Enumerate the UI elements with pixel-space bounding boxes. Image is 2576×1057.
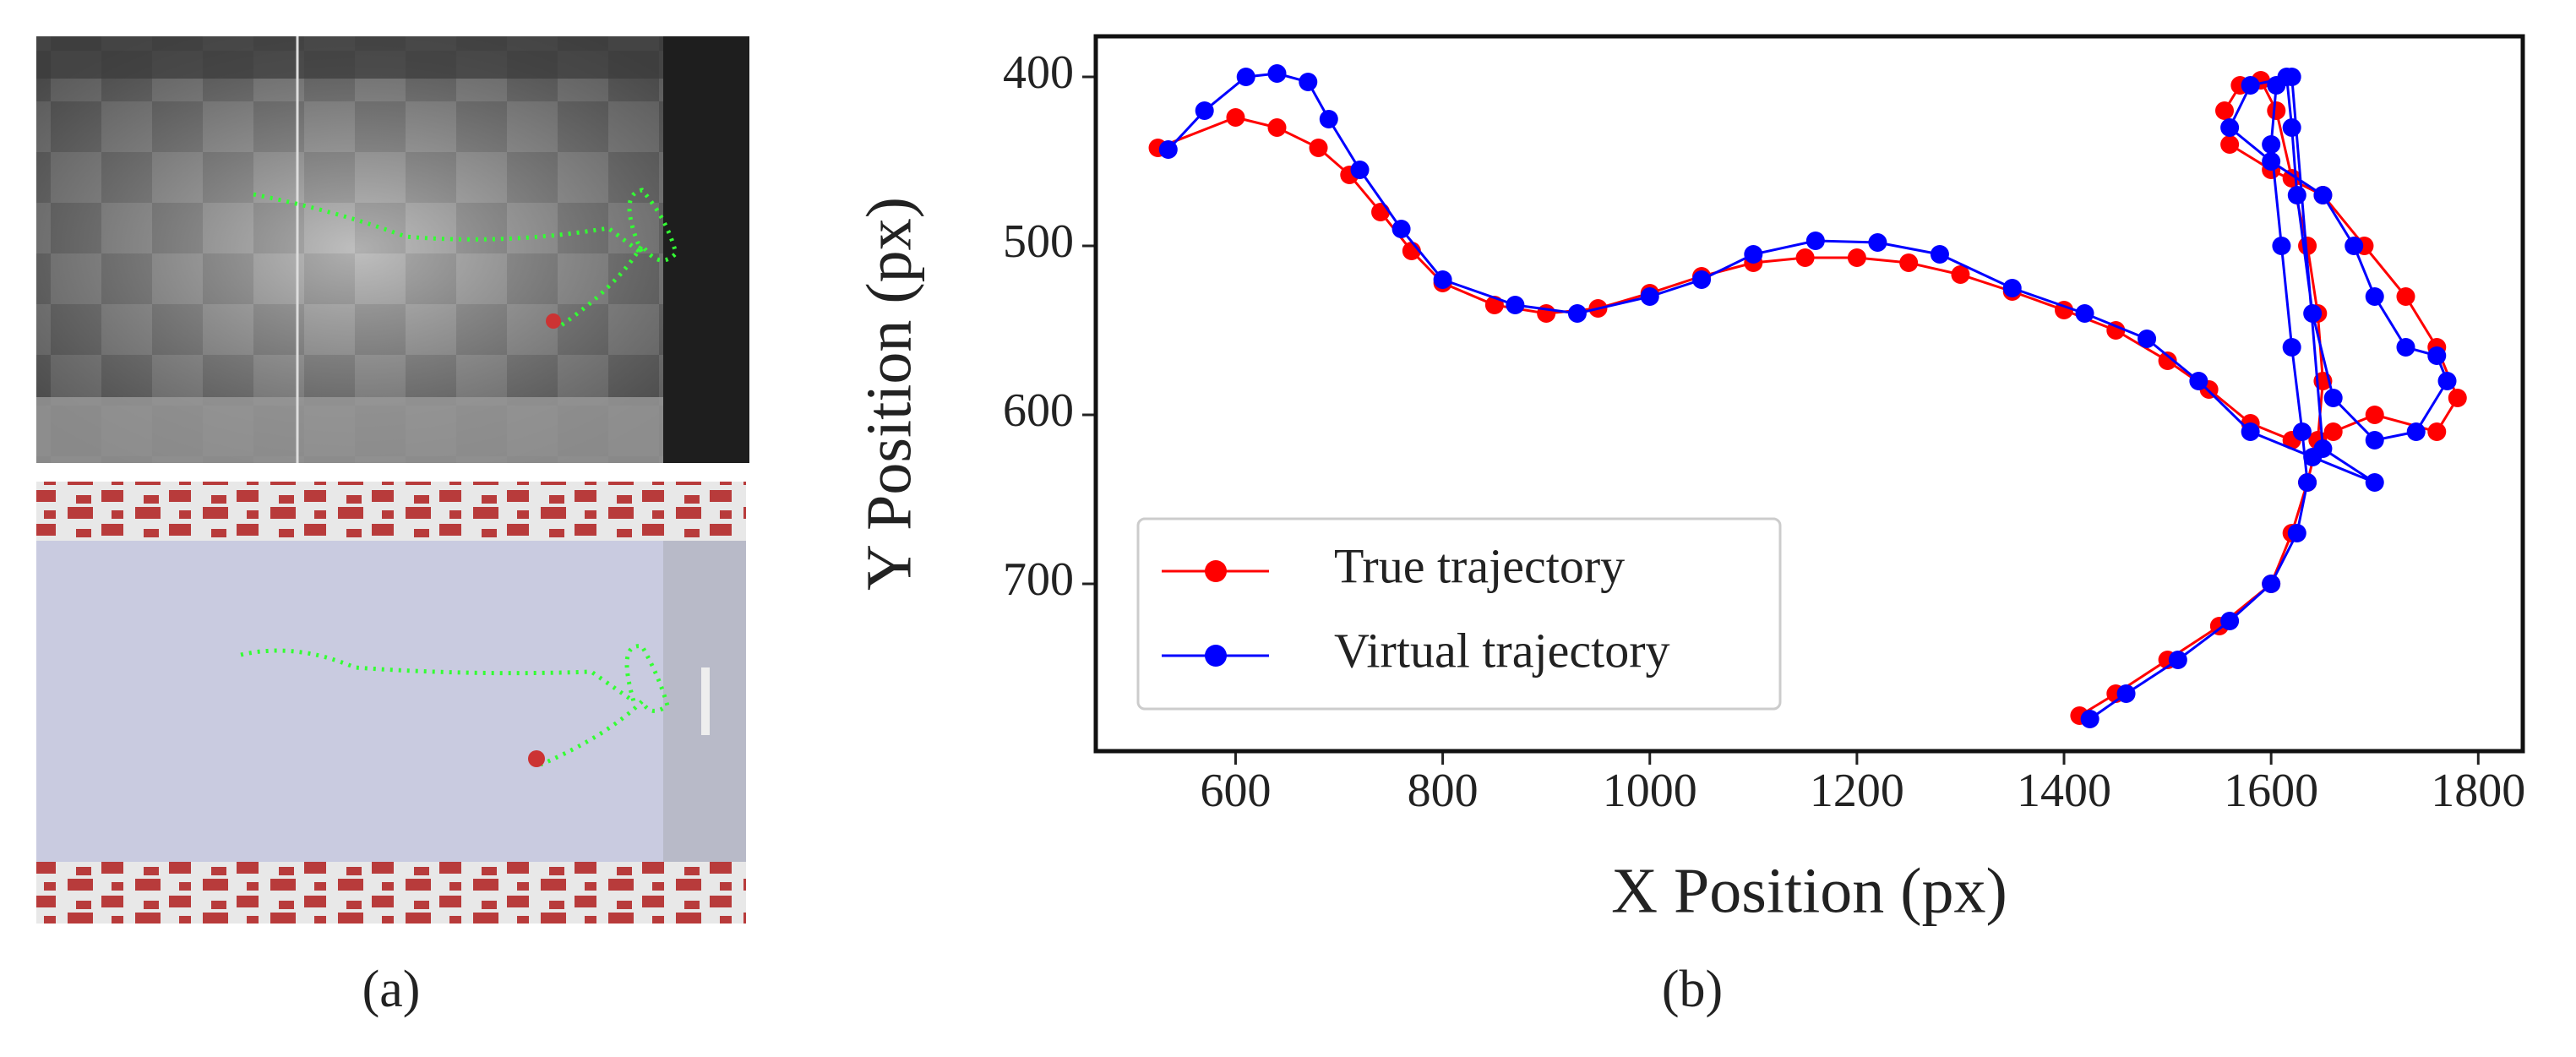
point <box>2220 612 2240 630</box>
y-tick-label: 600 <box>1003 384 1074 437</box>
point <box>2287 186 2306 204</box>
point <box>2075 304 2094 323</box>
point <box>1299 73 1318 91</box>
point <box>2365 473 2384 492</box>
point <box>1267 118 1287 137</box>
caption: (b) <box>1662 961 1723 1018</box>
point <box>2396 287 2415 306</box>
point <box>2262 575 2281 593</box>
point <box>1226 108 1245 127</box>
point <box>2292 422 2312 441</box>
y-tick-label: 500 <box>1003 215 1074 268</box>
point <box>1267 64 1287 83</box>
point <box>2262 152 2281 171</box>
point <box>1899 253 1919 272</box>
chart: 600 800 1000 1200 1400 1600 1800 400 500 600 700 X … <box>853 34 2525 926</box>
point <box>2303 448 2323 466</box>
point <box>2365 431 2384 449</box>
point <box>2427 346 2447 365</box>
point <box>2241 76 2260 95</box>
point <box>1195 101 1214 120</box>
point <box>1805 232 1825 250</box>
caption: (a) <box>362 961 421 1018</box>
point <box>2241 422 2260 441</box>
point <box>1319 110 1338 128</box>
x-tick-label: 1400 <box>2017 765 2111 817</box>
point <box>1236 68 1255 86</box>
virtual-view <box>36 482 746 924</box>
x-tick-label: 1000 <box>1603 765 1697 817</box>
x-tick-label: 1800 <box>2431 765 2525 817</box>
point <box>1391 220 1411 238</box>
x-tick-label: 600 <box>1200 765 1271 817</box>
point <box>2282 68 2301 86</box>
point <box>1567 304 1587 323</box>
point <box>1692 270 1712 289</box>
x-tick-label: 1200 <box>1810 765 1904 817</box>
point <box>2303 304 2323 323</box>
point <box>2365 287 2384 306</box>
y-axis-label: Y Position (px) <box>853 197 924 591</box>
point <box>2298 473 2317 492</box>
point <box>1309 139 1328 157</box>
point <box>2080 710 2099 728</box>
point <box>1930 245 1949 264</box>
point <box>1847 248 1866 267</box>
x-axis-label: X Position (px) <box>1611 855 2007 926</box>
point <box>2282 338 2301 357</box>
point <box>2448 389 2467 407</box>
point <box>1951 265 1970 284</box>
point <box>2138 330 2157 348</box>
point <box>1868 233 1887 252</box>
legend-marker <box>1205 645 1227 667</box>
legend-label: Virtual trajectory <box>1334 623 1670 678</box>
legend-marker <box>1205 560 1227 582</box>
point <box>2106 321 2126 340</box>
point <box>2272 237 2291 255</box>
point <box>2396 338 2415 357</box>
point <box>2158 351 2177 370</box>
point <box>1371 203 1391 221</box>
y-tick-label: 400 <box>1003 46 1074 99</box>
point <box>2220 135 2240 154</box>
point <box>1158 140 1178 159</box>
point <box>2313 186 2333 204</box>
point <box>2220 118 2240 137</box>
point <box>2323 422 2343 441</box>
point <box>2323 389 2343 407</box>
point <box>1795 248 1815 267</box>
y-tick-label: 700 <box>1003 553 1074 606</box>
point <box>2002 279 2022 297</box>
trajectory-line <box>1167 72 2449 721</box>
camera-view <box>36 36 749 463</box>
x-tick-label: 1600 <box>2224 765 2318 817</box>
x-tick-label: 800 <box>1408 765 1479 817</box>
point <box>2267 101 2286 120</box>
point <box>2427 422 2447 441</box>
point <box>2365 406 2384 424</box>
point <box>1433 270 1452 289</box>
point <box>2437 372 2457 390</box>
point <box>2262 135 2281 154</box>
legend-label: True trajectory <box>1334 538 1625 593</box>
point <box>2406 422 2426 441</box>
point <box>1506 296 1525 314</box>
legend-box <box>1136 517 1782 711</box>
point <box>2116 684 2136 703</box>
point <box>2189 372 2208 390</box>
axes-frame <box>1093 34 2525 754</box>
point <box>1744 245 1763 264</box>
point <box>2282 118 2301 137</box>
point <box>1537 304 1556 323</box>
point <box>2345 237 2364 255</box>
point <box>2168 651 2187 669</box>
point <box>1350 161 1370 179</box>
point <box>2287 524 2306 542</box>
point <box>1640 287 1659 306</box>
point <box>2215 101 2235 120</box>
